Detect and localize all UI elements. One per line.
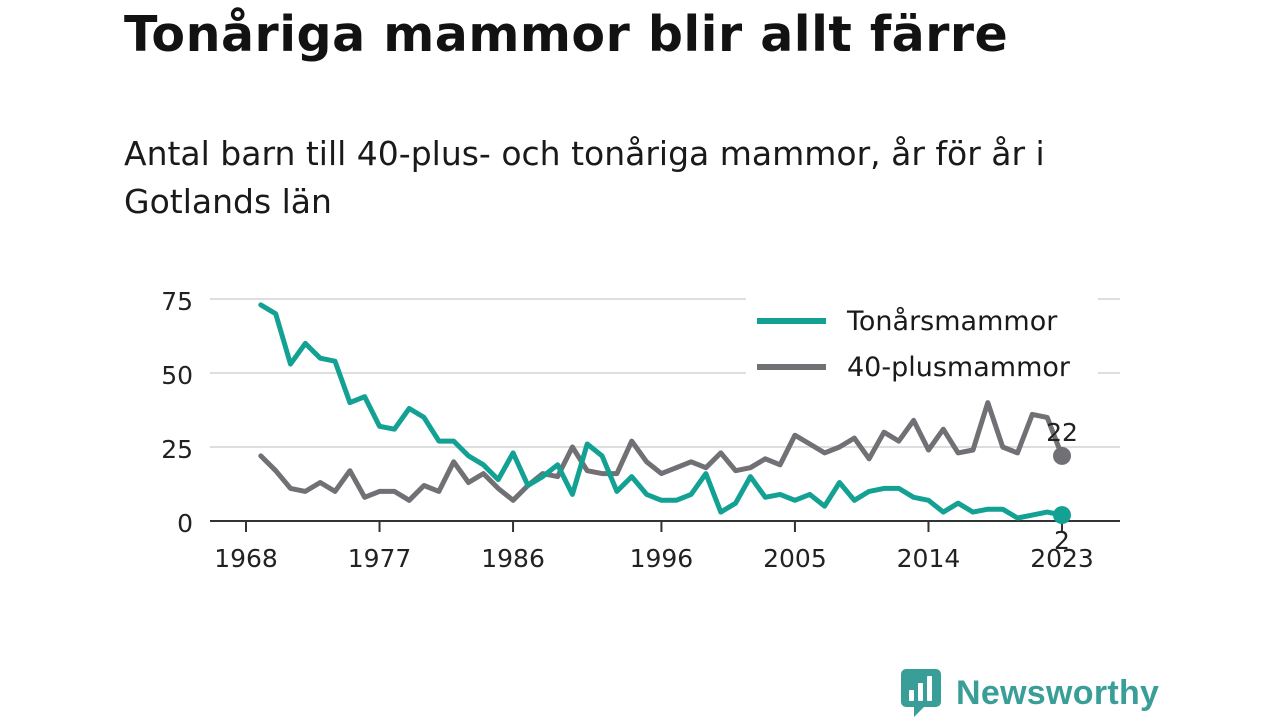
x-tick-label: 1986	[481, 544, 545, 573]
brand-name: Newsworthy	[956, 673, 1160, 712]
end-label-40-plusmammor: 22	[1046, 418, 1078, 447]
legend-label-tonarsmammor: Tonårsmammor	[846, 306, 1058, 337]
x-tick-label: 2005	[763, 544, 827, 573]
x-tick-label: 1996	[630, 544, 694, 573]
series-line-40-plusmammor	[258, 400, 1065, 503]
end-label-tonarsmammor: 2	[1054, 526, 1070, 555]
end-point-40-plusmammor	[1053, 446, 1071, 465]
y-tick-label: 0	[177, 509, 193, 538]
x-tick-label: 2014	[897, 544, 961, 573]
chart-title: Tonåriga mammor blir allt färre	[124, 6, 1009, 63]
newsworthy-logo: Newsworthy	[900, 668, 1159, 718]
y-tick-label: 50	[161, 361, 193, 390]
chart-subtitle: Antal barn till 40-plus- och tonåriga ma…	[124, 134, 1045, 221]
series-line-tonarsmammor	[258, 302, 1065, 521]
x-tick-label: 2023	[1030, 544, 1094, 573]
bar-chart-speech-bubble-icon	[901, 669, 941, 717]
legend-label-40-plusmammor: 40-plusmammor	[847, 352, 1071, 383]
y-tick-label: 75	[161, 287, 193, 316]
x-tick-label: 1968	[214, 544, 278, 573]
y-tick-label: 25	[161, 435, 193, 464]
legend-background	[746, 296, 1098, 388]
end-point-tonarsmammor	[1053, 506, 1071, 525]
x-tick-label: 1977	[348, 544, 412, 573]
